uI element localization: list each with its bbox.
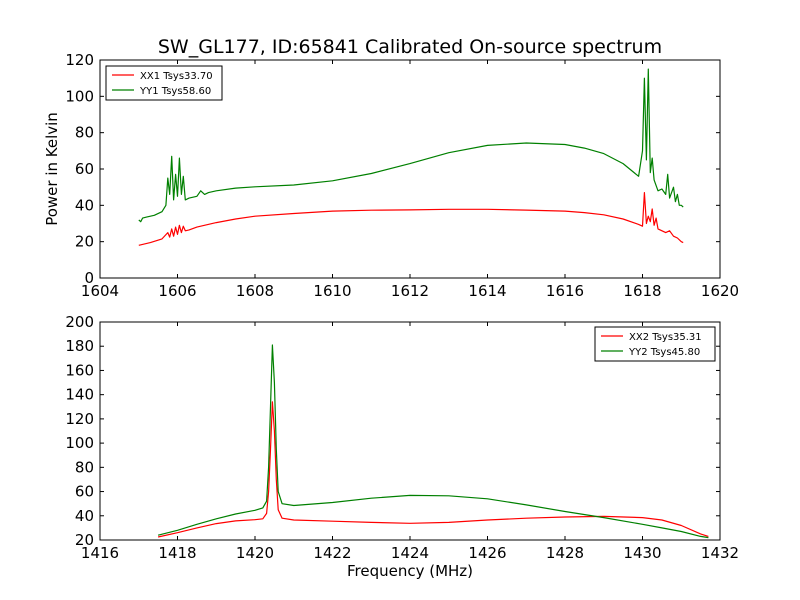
y-tick-label: 100	[65, 87, 94, 105]
legend-box	[594, 326, 716, 362]
legend: XX2 Tsys35.31 YY2 Tsys45.80	[594, 326, 716, 362]
x-tick-label: 1610	[313, 282, 351, 300]
chart-title: SW_GL177, ID:65841 Calibrated On-source …	[158, 36, 662, 58]
y-tick-label: 20	[75, 531, 94, 549]
legend: XX1 Tsys33.70 YY1 Tsys58.60	[105, 65, 223, 101]
x-tick-label: 1620	[701, 282, 739, 300]
y-tick-label: 0	[84, 269, 94, 287]
top-spectrum-plot: 1604 1606 1608 1610 1612 1614 1616 1618 1620 0 20 4…	[43, 51, 739, 300]
x-tick-label: 1432	[701, 544, 739, 562]
x-tick-label: 1416	[81, 544, 119, 562]
series-line-yy	[157, 344, 709, 539]
series-line-xx	[138, 192, 684, 246]
x-axis-label: Frequency (MHz)	[347, 562, 473, 580]
legend-entry-label: XX2 Tsys35.31	[629, 332, 702, 343]
x-tick-label: 1418	[158, 544, 196, 562]
legend-box	[105, 65, 223, 101]
x-tick-label: 1612	[391, 282, 429, 300]
y-tick-label: 120	[65, 51, 94, 69]
legend-entry-label: YY1 Tsys58.60	[139, 86, 211, 97]
y-axis-label: Power in Kelvin	[43, 112, 61, 226]
x-tick-label: 1616	[546, 282, 584, 300]
x-tick-label: 1606	[158, 282, 196, 300]
y-tick-label: 60	[75, 160, 94, 178]
y-tick-label: 40	[75, 196, 94, 214]
x-tick-label: 1430	[623, 544, 661, 562]
y-tick-label: 100	[65, 434, 94, 452]
y-tick-label: 80	[75, 458, 94, 476]
y-tick-label: 80	[75, 124, 94, 142]
legend-entry-label: YY2 Tsys45.80	[628, 347, 700, 358]
series-line-xx	[157, 401, 709, 538]
x-tick-label: 1426	[468, 544, 506, 562]
y-tick-label: 60	[75, 483, 94, 501]
x-tick-label: 1614	[468, 282, 506, 300]
y-tick-label: 140	[65, 386, 94, 404]
legend-entry-label: XX1 Tsys33.70	[140, 71, 213, 82]
bottom-spectrum-plot: 1416 1418 1420 1422 1424 1426 1428 1430 1432 20 40…	[65, 313, 739, 580]
y-tick-label: 180	[65, 337, 94, 355]
x-tick-label: 1422	[313, 544, 351, 562]
y-tick-label: 20	[75, 233, 94, 251]
x-tick-label: 1424	[391, 544, 429, 562]
y-tick-label: 40	[75, 507, 94, 525]
x-tick-label: 1608	[236, 282, 274, 300]
series-line-yy	[138, 68, 684, 223]
x-tick-label: 1428	[546, 544, 584, 562]
x-tick-label: 1604	[81, 282, 119, 300]
y-tick-label: 160	[65, 361, 94, 379]
x-tick-label: 1618	[623, 282, 661, 300]
y-tick-label: 200	[65, 313, 94, 331]
x-tick-label: 1420	[236, 544, 274, 562]
y-tick-label: 120	[65, 410, 94, 428]
